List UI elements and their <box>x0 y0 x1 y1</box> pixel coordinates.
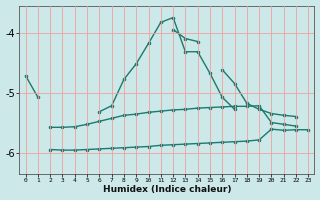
X-axis label: Humidex (Indice chaleur): Humidex (Indice chaleur) <box>103 185 231 194</box>
